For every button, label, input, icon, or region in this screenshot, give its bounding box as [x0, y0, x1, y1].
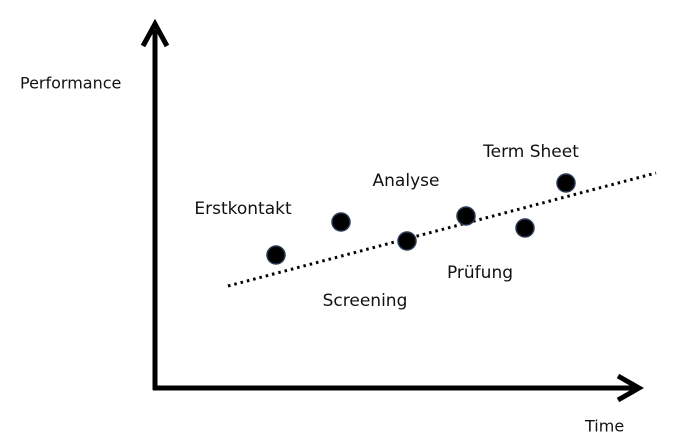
y-axis-arrow: [140, 18, 170, 48]
stage-label: Erstkontakt: [194, 199, 292, 219]
dot: [456, 206, 476, 226]
dot: [266, 245, 286, 265]
y-axis-label: Performance: [20, 74, 121, 93]
dot: [331, 212, 351, 232]
stage-label: Analyse: [373, 171, 440, 191]
x-axis-arrow: [616, 373, 645, 403]
stage-label: Prüfung: [447, 263, 513, 283]
stage-label: Screening: [323, 291, 408, 311]
dot: [515, 218, 535, 238]
trend-line: [227, 171, 657, 288]
dot: [556, 173, 576, 193]
x-axis-label: Time: [584, 417, 624, 436]
dot: [397, 231, 417, 251]
stage-label: Term Sheet: [482, 142, 579, 162]
